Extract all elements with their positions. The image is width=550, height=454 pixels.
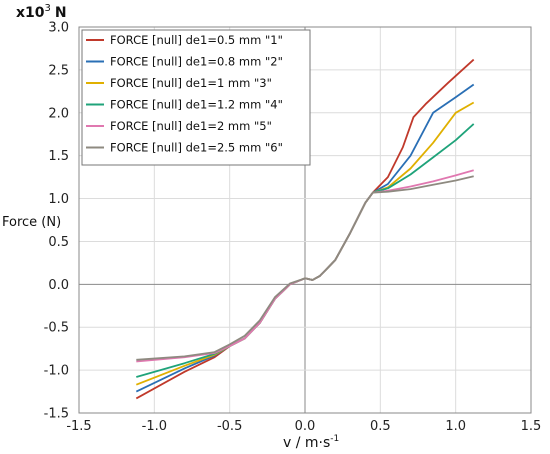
series-line-6 [136, 175, 474, 361]
y-tick-label: 1.0 [48, 192, 69, 207]
plot-frame [78, 26, 532, 414]
tick-labels: -1.5 -1.0 -0.5 0.0 0.5 1.0 1.5 -1.5 -1.0 -0.5 0.0 0… [44, 21, 542, 435]
legend-label-5: FORCE [null] de1=2 mm "5" [110, 119, 272, 133]
legend-label-1: FORCE [null] de1=0.5 mm "1" [110, 33, 283, 47]
x-axis-label-text: v / m·s [283, 435, 330, 451]
scale-exponent: 3 [45, 3, 51, 14]
y-tick-label: -0.5 [44, 321, 69, 336]
scale-label: x103 N [16, 3, 67, 21]
y-tick-label: 2.5 [48, 63, 69, 78]
y-tick-label: 0.0 [48, 278, 69, 293]
scale-base: x10 [16, 5, 45, 21]
x-tick-label: 1.5 [521, 419, 542, 434]
y-tick-label: -1.5 [44, 407, 69, 422]
legend-box [81, 29, 311, 166]
legend-label-2: FORCE [null] de1=0.8 mm "2" [110, 55, 283, 69]
x-axis-label-exponent: -1 [330, 434, 339, 444]
legend-label-3: FORCE [null] de1=1 mm "3" [110, 76, 272, 90]
x-tick-label: -1.0 [142, 419, 167, 434]
x-axis-label: v / m·s-1 [283, 434, 339, 451]
legend-label-6: FORCE [null] de1=2.5 mm "6" [110, 141, 283, 155]
y-axis-label: Force (N) [2, 215, 61, 230]
x-tick-label: 1.0 [445, 419, 466, 434]
legend: FORCE [null] de1=0.5 mm "1" FORCE [null] … [81, 29, 311, 166]
y-tick-label: 1.5 [48, 149, 69, 164]
x-tick-label: -1.5 [66, 419, 91, 434]
x-tick-label: -0.5 [217, 419, 242, 434]
y-tick-label: -1.0 [44, 364, 69, 379]
series-layer [135, 58, 475, 400]
scale-unit: N [55, 5, 67, 21]
y-tick-label: 2.0 [48, 106, 69, 121]
x-tick-label: 0.0 [295, 419, 316, 434]
y-tick-label: 0.5 [48, 235, 69, 250]
y-tick-label: 3.0 [48, 21, 69, 36]
legend-label-4: FORCE [null] de1=1.2 mm "4" [110, 98, 283, 112]
x-tick-label: 0.5 [370, 419, 391, 434]
